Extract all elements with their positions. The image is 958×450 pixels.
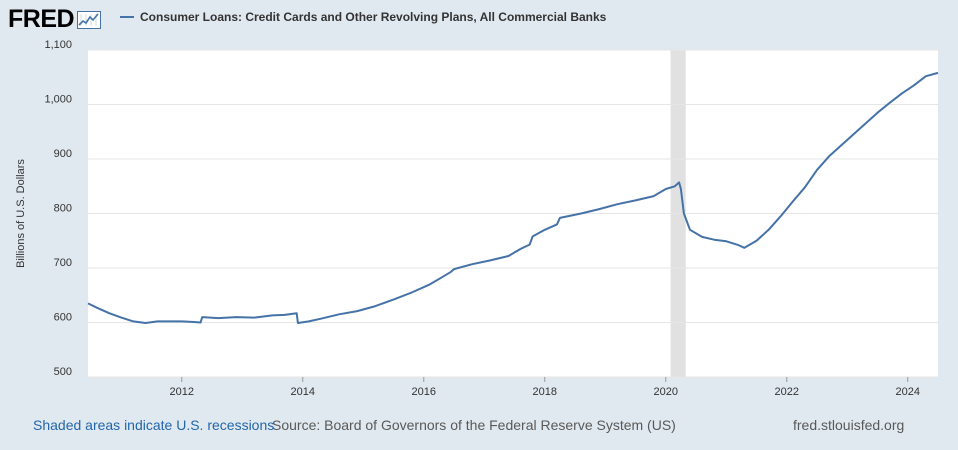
y-tick-label: 500 xyxy=(54,366,72,378)
y-axis: 500 600 700 800 900 1,000 1,100 xyxy=(44,39,72,378)
x-axis: 2012 2014 2016 2018 2020 2022 2024 xyxy=(170,377,920,398)
y-tick-label: 1,000 xyxy=(44,94,72,106)
x-tick-label: 2014 xyxy=(291,386,315,398)
legend: Consumer Loans: Credit Cards and Other R… xyxy=(120,10,606,24)
recession-note-link[interactable]: Shaded areas indicate U.S. recessions xyxy=(33,417,275,433)
x-tick-label: 2020 xyxy=(654,386,678,398)
site-text[interactable]: fred.stlouisfed.org xyxy=(793,417,905,433)
y-tick-label: 800 xyxy=(54,203,72,215)
x-tick-label: 2016 xyxy=(412,386,436,398)
chart-title: Consumer Loans: Credit Cards and Other R… xyxy=(140,10,607,24)
series-line[interactable] xyxy=(87,71,939,324)
x-tick-label: 2024 xyxy=(896,386,920,398)
source-text: Source: Board of Governors of the Federa… xyxy=(272,417,676,433)
grid-layer xyxy=(88,49,938,378)
chart-header: FRED Consumer Loans: Credit Cards and Ot… xyxy=(0,0,958,40)
y-tick-label: 600 xyxy=(54,312,72,324)
y-tick-label: 1,100 xyxy=(44,39,72,51)
legend-swatch xyxy=(120,16,134,18)
fred-logo-text: FRED xyxy=(8,4,75,33)
fred-logo[interactable]: FRED xyxy=(8,4,102,33)
x-tick-label: 2022 xyxy=(775,386,799,398)
fred-graph-icon xyxy=(77,11,102,29)
y-axis-title: Billions of U.S. Dollars xyxy=(15,159,27,268)
x-tick-label: 2012 xyxy=(170,386,194,398)
y-tick-label: 900 xyxy=(54,148,72,160)
x-tick-label: 2018 xyxy=(533,386,557,398)
y-tick-label: 700 xyxy=(54,257,72,269)
